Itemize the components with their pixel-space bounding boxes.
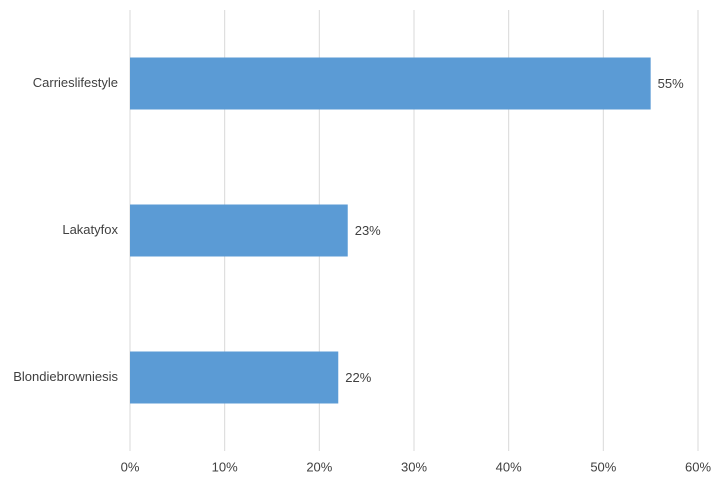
- x-tick-label: 0%: [121, 459, 140, 474]
- data-label: 55%: [658, 76, 684, 91]
- data-label: 22%: [345, 370, 371, 385]
- x-tick-label: 40%: [496, 459, 522, 474]
- x-tick-label: 60%: [685, 459, 711, 474]
- y-tick-label: Carrieslifestyle: [33, 75, 118, 90]
- data-label: 23%: [355, 223, 381, 238]
- bar: [130, 57, 651, 110]
- x-tick-label: 30%: [401, 459, 427, 474]
- y-tick-label: Blondiebrowniesis: [13, 369, 118, 384]
- y-tick-label: Lakatyfox: [62, 222, 118, 237]
- bar: [130, 351, 339, 404]
- x-tick-label: 10%: [212, 459, 238, 474]
- x-tick-label: 20%: [306, 459, 332, 474]
- bar: [130, 204, 348, 257]
- x-tick-label: 50%: [590, 459, 616, 474]
